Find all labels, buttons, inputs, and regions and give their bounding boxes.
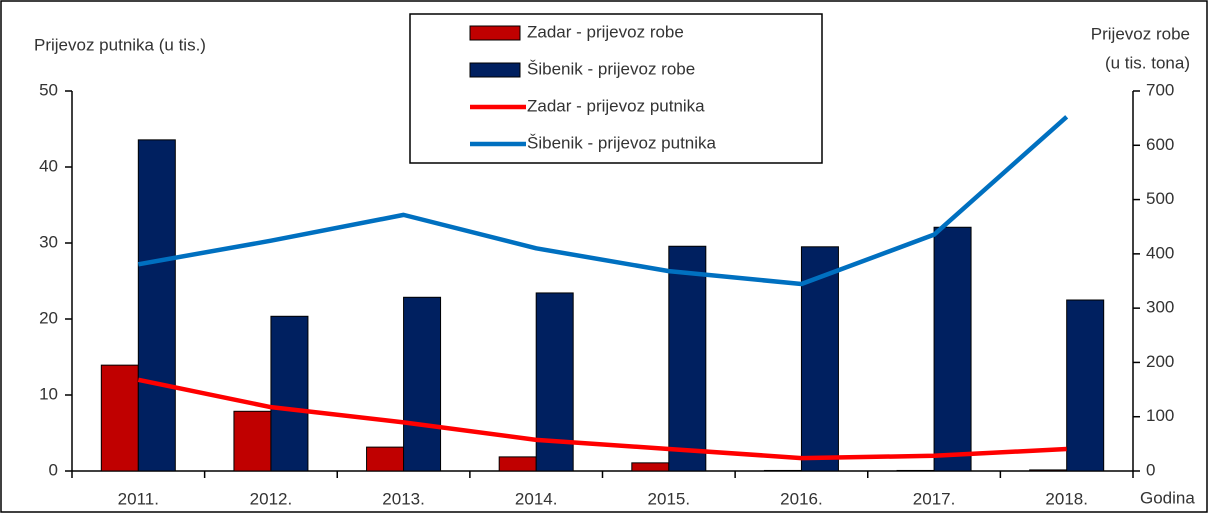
legend-label: Šibenik - prijevoz putnika bbox=[527, 133, 717, 152]
y2-tick-label: 0 bbox=[1146, 460, 1155, 479]
y-tick-label: 40 bbox=[39, 156, 58, 175]
bar bbox=[631, 462, 670, 472]
line bbox=[137, 115, 1069, 287]
legend: Zadar - prijevoz robe Šibenik - prijevoz … bbox=[409, 13, 823, 164]
x-tick-label: 2018. bbox=[1045, 489, 1088, 508]
y2-tick-label: 400 bbox=[1146, 243, 1174, 262]
bar bbox=[233, 410, 272, 472]
bar bbox=[270, 315, 309, 472]
y2-tick-label: 100 bbox=[1146, 406, 1174, 425]
bar bbox=[498, 456, 537, 472]
y-tick-label: 10 bbox=[39, 384, 58, 403]
legend-label: Šibenik - prijevoz robe bbox=[527, 59, 695, 78]
x-tick-label: 2015. bbox=[648, 489, 691, 508]
bar bbox=[535, 292, 574, 472]
x-tick-label: 2013. bbox=[382, 489, 425, 508]
y2-tick-label: 600 bbox=[1146, 135, 1174, 154]
bar bbox=[668, 245, 707, 472]
x-axis-label: Godina bbox=[1140, 488, 1195, 507]
y-axis-label: Prijevoz putnika (u tis.) bbox=[34, 35, 206, 54]
bar bbox=[1029, 469, 1068, 472]
legend-swatch bbox=[469, 25, 521, 41]
bar bbox=[896, 469, 935, 472]
legend-swatch bbox=[469, 62, 521, 78]
bar bbox=[763, 469, 802, 472]
bar bbox=[100, 364, 139, 472]
x-tick-label: 2012. bbox=[250, 489, 293, 508]
x-tick-label: 2017. bbox=[913, 489, 956, 508]
y-tick-label: 0 bbox=[49, 460, 58, 479]
y2-tick-label: 500 bbox=[1146, 189, 1174, 208]
bar bbox=[800, 246, 839, 472]
y2-tick-label: 300 bbox=[1146, 298, 1174, 317]
y-tick-label: 30 bbox=[39, 232, 58, 251]
bar bbox=[403, 296, 442, 472]
y2-axis-label: Prijevoz robe bbox=[1091, 24, 1190, 43]
y2-axis-label: (u tis. tona) bbox=[1105, 53, 1190, 72]
y2-tick-label: 700 bbox=[1146, 80, 1174, 99]
legend-label: Zadar - prijevoz robe bbox=[527, 22, 684, 41]
line bbox=[137, 377, 1067, 461]
x-tick-label: 2016. bbox=[780, 489, 823, 508]
bar bbox=[933, 226, 972, 472]
bar bbox=[366, 446, 405, 472]
x-tick-label: 2014. bbox=[515, 489, 558, 508]
x-tick-label: 2011. bbox=[118, 489, 159, 508]
legend-label: Zadar - prijevoz putnika bbox=[527, 96, 705, 115]
bar bbox=[1066, 299, 1105, 472]
y2-tick-label: 200 bbox=[1146, 352, 1174, 371]
y-tick-label: 50 bbox=[39, 80, 58, 99]
y-tick-label: 20 bbox=[39, 308, 58, 327]
bar bbox=[137, 139, 176, 472]
